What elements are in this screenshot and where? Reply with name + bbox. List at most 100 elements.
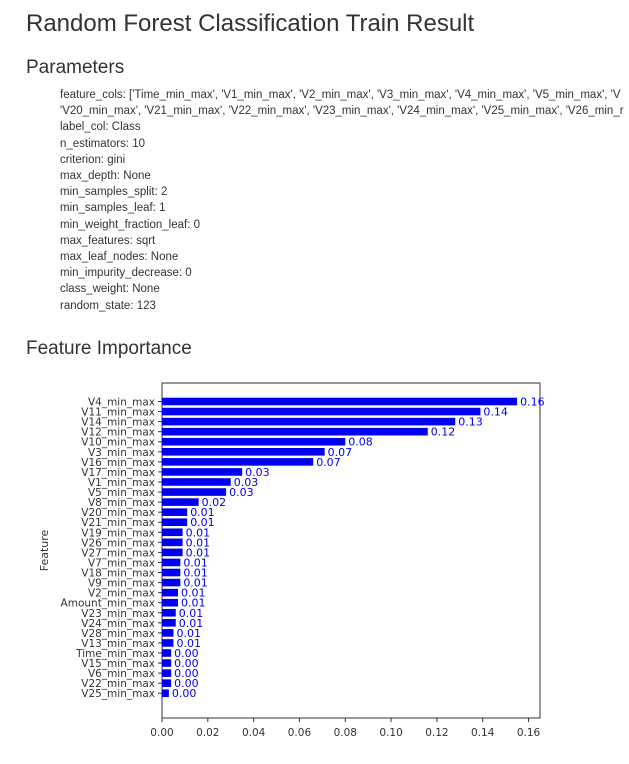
y-tick-label: V26_min_max [81, 537, 155, 549]
value-label: 0.02 [202, 496, 227, 509]
bar [162, 478, 231, 486]
x-tick-label: 0.00 [150, 727, 173, 739]
x-tick-label: 0.12 [425, 727, 448, 739]
y-tick-label: V28_min_max [81, 628, 155, 640]
bar [162, 448, 325, 456]
value-label: 0.01 [186, 526, 211, 539]
y-tick-label: V24_min_max [81, 618, 155, 630]
value-label: 0.00 [174, 647, 199, 660]
bar [162, 397, 518, 406]
x-tick-label: 0.06 [288, 727, 312, 739]
y-tick-label: V27_min_max [81, 547, 155, 559]
param-random-state: random_state: 123 [60, 298, 629, 314]
bar [162, 629, 174, 637]
y-tick-label: V23_min_max [81, 608, 155, 620]
value-label: 0.01 [181, 587, 206, 600]
parameters-heading: Parameters [26, 57, 125, 78]
param-n-estimators: n_estimators: 10 [60, 136, 629, 152]
feature-importance-heading: Feature Importance [26, 338, 192, 359]
x-tick-label: 0.14 [471, 727, 495, 739]
x-tick-label: 0.10 [379, 727, 402, 739]
y-tick-label: V2_min_max [88, 588, 155, 600]
y-tick-label: V1_min_max [88, 477, 155, 489]
parameters-list: feature_cols: ['Time_min_max', 'V1_min_m… [44, 87, 629, 314]
param-min-weight-fraction-leaf: min_weight_fraction_leaf: 0 [60, 217, 629, 233]
value-label: 0.08 [348, 436, 373, 449]
y-tick-label: V17_min_max [81, 467, 155, 479]
value-label: 0.01 [183, 577, 208, 590]
y-tick-label: V5_min_max [88, 487, 155, 499]
value-label: 0.01 [190, 516, 215, 529]
bar [162, 528, 183, 537]
param-min-samples-leaf: min_samples_leaf: 1 [60, 200, 629, 216]
y-tick-label: V11_min_max [81, 407, 155, 419]
y-tick-label: V16_min_max [81, 457, 155, 469]
value-label: 0.01 [186, 536, 211, 549]
y-tick-label: V4_min_max [88, 397, 155, 409]
bar [162, 649, 172, 657]
param-class-weight: class_weight: None [60, 281, 629, 297]
y-tick-label: V8_min_max [88, 497, 155, 509]
feature-importance-chart: V4_min_max 0.16 V11_min_max 0.14 V14_min_max… [38, 382, 545, 739]
value-label: 0.00 [174, 677, 199, 690]
bar [162, 538, 183, 547]
bar [162, 427, 428, 436]
value-label: 0.07 [328, 446, 353, 459]
value-label: 0.14 [483, 406, 508, 419]
value-label: 0.00 [172, 687, 197, 700]
value-label: 0.01 [176, 627, 201, 640]
value-label: 0.01 [176, 637, 201, 650]
value-label: 0.07 [316, 456, 341, 469]
bar [162, 417, 456, 426]
param-min-samples-split: min_samples_split: 2 [60, 184, 629, 200]
bar [162, 689, 169, 698]
y-tick-label: V7_min_max [88, 557, 155, 569]
value-label: 0.00 [174, 667, 199, 680]
value-label: 0.01 [181, 597, 206, 610]
bar [162, 669, 172, 677]
value-label: 0.03 [229, 486, 254, 499]
x-tick-label: 0.04 [242, 727, 266, 739]
param-feature-cols-continued: 'V20_min_max', 'V21_min_max', 'V22_min_m… [60, 105, 624, 118]
param-max-leaf-nodes: max_leaf_nodes: None [60, 249, 629, 265]
value-label: 0.01 [186, 546, 211, 559]
bar [162, 407, 481, 416]
value-label: 0.01 [183, 567, 208, 580]
bar [162, 458, 314, 466]
param-min-impurity-decrease: min_impurity_decrease: 0 [60, 265, 629, 281]
bar [162, 437, 346, 446]
page-title: Random Forest Classification Train Resul… [26, 10, 475, 37]
value-label: 0.00 [174, 657, 199, 670]
y-tick-label: V22_min_max [81, 678, 155, 690]
y-tick-label: V18_min_max [81, 568, 155, 580]
param-criterion: criterion: gini [60, 152, 629, 168]
y-tick-label: V19_min_max [81, 527, 155, 539]
bar [162, 468, 243, 476]
y-tick-label: V3_min_max [88, 447, 155, 459]
y-tick-label: V10_min_max [81, 437, 155, 449]
param-max-features: max_features: sqrt [60, 233, 629, 249]
param-feature-cols: feature_cols: ['Time_min_max', 'V1_min_m… [60, 87, 629, 119]
y-tick-label: V25_min_max [81, 688, 155, 700]
x-tick-label: 0.02 [196, 727, 219, 739]
bar [162, 548, 183, 557]
bar [162, 598, 179, 607]
y-tick-label: Amount_min_max [61, 598, 155, 610]
y-tick-label: V12_min_max [81, 427, 155, 439]
x-tick-label: 0.08 [334, 727, 357, 739]
bar [162, 488, 227, 496]
bar [162, 588, 179, 597]
bar [162, 639, 174, 647]
x-tick-label: 0.16 [517, 727, 541, 739]
value-label: 0.03 [234, 476, 259, 489]
y-tick-label: V20_min_max [81, 507, 155, 519]
value-label: 0.03 [245, 466, 270, 479]
param-label-col: label_col: Class [60, 119, 629, 135]
value-label: 0.01 [190, 506, 215, 519]
bar [162, 568, 181, 577]
bar [162, 508, 188, 516]
param-max-depth: max_depth: None [60, 168, 629, 184]
y-tick-label: Time_min_max [75, 648, 155, 660]
value-label: 0.12 [431, 426, 456, 439]
value-label: 0.13 [458, 416, 483, 429]
